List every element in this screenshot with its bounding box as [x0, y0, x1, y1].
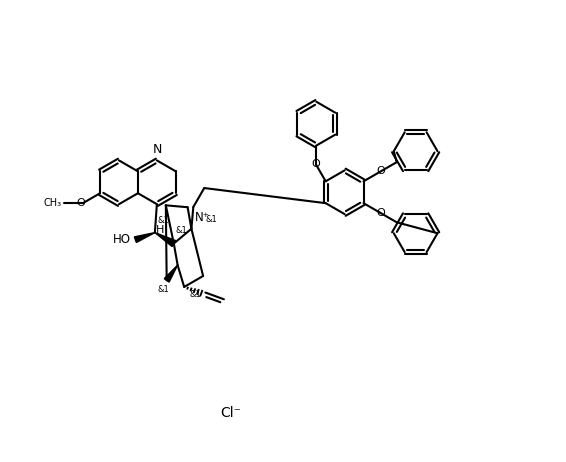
- Text: Cl⁻: Cl⁻: [220, 406, 241, 420]
- Text: &1: &1: [158, 216, 170, 225]
- Text: HO: HO: [113, 233, 130, 246]
- Text: N: N: [153, 143, 162, 157]
- Text: O: O: [311, 159, 320, 169]
- Text: O: O: [376, 208, 385, 219]
- Text: O: O: [76, 198, 85, 208]
- Text: O: O: [376, 166, 385, 176]
- Text: H: H: [156, 225, 164, 235]
- Polygon shape: [164, 265, 178, 282]
- Polygon shape: [155, 232, 175, 247]
- Text: CH₃: CH₃: [44, 198, 62, 208]
- Text: &1: &1: [189, 290, 201, 299]
- Text: &1: &1: [158, 286, 170, 294]
- Text: &1: &1: [205, 215, 217, 224]
- Text: N⁺: N⁺: [194, 211, 209, 224]
- Polygon shape: [134, 232, 155, 243]
- Text: &1: &1: [176, 225, 187, 235]
